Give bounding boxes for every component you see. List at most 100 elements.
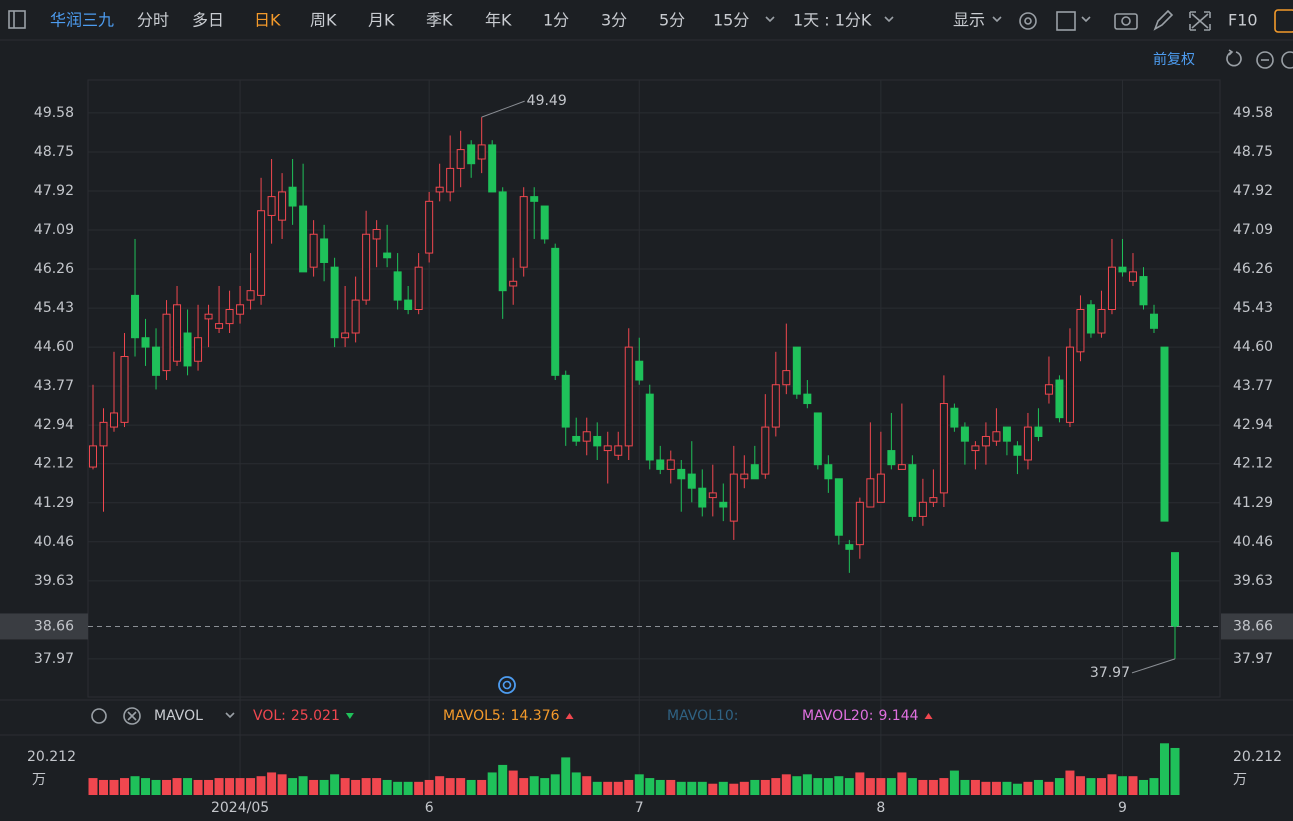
candle-body bbox=[551, 247, 560, 376]
candle-body bbox=[330, 266, 339, 339]
fullscreen-icon[interactable] bbox=[1189, 11, 1211, 31]
stock-name[interactable]: 华润三九 bbox=[50, 11, 114, 30]
period-select[interactable]: 1天 : 1分K bbox=[793, 11, 872, 30]
settings-icon[interactable] bbox=[1019, 12, 1037, 30]
y2-tick-label: 44.60 bbox=[1233, 339, 1273, 355]
sidebar-toggle[interactable] bbox=[8, 10, 26, 29]
tab[interactable]: 日K bbox=[254, 11, 281, 30]
y2-tick-label: 46.26 bbox=[1233, 261, 1273, 277]
volume-bar bbox=[288, 778, 298, 795]
volume-bar bbox=[487, 772, 497, 795]
adjust-mode[interactable]: 前复权 bbox=[1153, 51, 1195, 68]
camera-icon[interactable] bbox=[1114, 13, 1138, 30]
volume-bar bbox=[949, 770, 959, 795]
event-marker[interactable] bbox=[498, 676, 516, 694]
candle-body bbox=[729, 473, 738, 522]
candle-body bbox=[929, 497, 938, 503]
candle-body bbox=[1139, 276, 1148, 306]
volume-bar bbox=[1065, 770, 1075, 795]
tab[interactable]: 年K bbox=[485, 11, 512, 30]
extra-icon[interactable] bbox=[1274, 9, 1293, 33]
last-price-label: 38.66 bbox=[34, 618, 74, 634]
display-menu[interactable]: 显示 bbox=[953, 11, 985, 30]
candle-body bbox=[645, 393, 654, 461]
volume-bar bbox=[193, 779, 203, 795]
volume-bar bbox=[655, 779, 665, 795]
volume-bar bbox=[792, 776, 802, 795]
square-icon[interactable] bbox=[1056, 11, 1076, 31]
candle-body bbox=[141, 337, 150, 348]
candle-body bbox=[960, 426, 969, 442]
candle-body bbox=[267, 196, 276, 216]
pen-icon[interactable] bbox=[1153, 9, 1174, 31]
f10-button[interactable]: F10 bbox=[1228, 11, 1258, 30]
trend-down bbox=[345, 713, 354, 719]
zoom-in-icon[interactable] bbox=[1281, 51, 1293, 69]
candle-body bbox=[845, 544, 854, 550]
volume-bar bbox=[1107, 774, 1117, 795]
tab[interactable]: 周K bbox=[310, 11, 337, 30]
candle-body bbox=[803, 393, 812, 405]
indicator-name[interactable]: MAVOL bbox=[154, 708, 203, 724]
candle-body bbox=[582, 431, 591, 442]
candle-body bbox=[1086, 304, 1095, 334]
candle-body bbox=[908, 464, 917, 517]
candle-body bbox=[824, 464, 833, 480]
volume-bar bbox=[666, 779, 676, 795]
volume-bar bbox=[1117, 776, 1127, 795]
last-price-box-right bbox=[1221, 613, 1293, 640]
y-tick-label: 48.75 bbox=[34, 144, 74, 160]
candle-body bbox=[540, 205, 549, 240]
candle-body bbox=[698, 487, 707, 508]
indicator-settings[interactable] bbox=[91, 708, 107, 724]
candle-body bbox=[131, 294, 140, 339]
volume-bar bbox=[645, 778, 655, 795]
zoom-out-icon[interactable] bbox=[1256, 51, 1274, 69]
volume-bar bbox=[750, 779, 760, 795]
candle-body bbox=[309, 233, 318, 268]
candle-body bbox=[792, 346, 801, 395]
y-tick-label: 49.58 bbox=[34, 105, 74, 121]
volume-bar bbox=[708, 783, 718, 795]
legend-label: MAVOL10: bbox=[667, 708, 738, 724]
candle-body bbox=[1002, 426, 1011, 442]
tab[interactable]: 3分 bbox=[601, 11, 627, 30]
tab[interactable]: 15分 bbox=[713, 11, 749, 30]
volume-bar bbox=[571, 772, 581, 795]
candle-body bbox=[971, 445, 980, 452]
indicator-close[interactable] bbox=[123, 707, 141, 725]
volume-bar bbox=[235, 778, 245, 795]
y2-tick-label: 41.29 bbox=[1233, 495, 1273, 511]
tab[interactable]: 5分 bbox=[659, 11, 685, 30]
tab[interactable]: 多日 bbox=[192, 11, 224, 30]
legend-label: VOL: bbox=[253, 708, 286, 724]
candle-body bbox=[1097, 308, 1106, 334]
candle-body bbox=[603, 445, 612, 452]
tab[interactable]: 1分 bbox=[543, 11, 569, 30]
legend-value: 14.376 bbox=[511, 708, 560, 724]
tab[interactable]: 分时 bbox=[137, 11, 169, 30]
volume-bar bbox=[855, 772, 865, 795]
marks bbox=[88, 117, 1220, 795]
volume-bar bbox=[844, 778, 854, 795]
volume-bar bbox=[267, 772, 277, 795]
tab[interactable]: 季K bbox=[426, 11, 453, 30]
candle-body bbox=[855, 501, 864, 546]
candle-body bbox=[761, 426, 770, 475]
y-tick-label: 42.94 bbox=[34, 417, 74, 433]
vol-tick-label: 20.212 bbox=[27, 749, 76, 765]
legend: VOL: 25.021 MAVOL5: 14.376 MAVOL10: MAVOL20: 9… bbox=[253, 708, 933, 724]
volume-bar bbox=[834, 776, 844, 795]
volume-bar bbox=[372, 778, 382, 795]
volume-bar bbox=[550, 774, 560, 795]
volume-bar bbox=[718, 781, 728, 795]
candle-body bbox=[1149, 313, 1158, 329]
reset-icon[interactable] bbox=[1226, 49, 1242, 67]
candle-body bbox=[173, 304, 182, 362]
legend-label: MAVOL5: bbox=[443, 708, 506, 724]
volume-bar bbox=[424, 779, 434, 795]
tab[interactable]: 月K bbox=[368, 11, 395, 30]
y-tick-label: 42.12 bbox=[34, 456, 74, 472]
candle-body bbox=[488, 144, 497, 193]
x-tick-label: 7 bbox=[635, 800, 644, 816]
